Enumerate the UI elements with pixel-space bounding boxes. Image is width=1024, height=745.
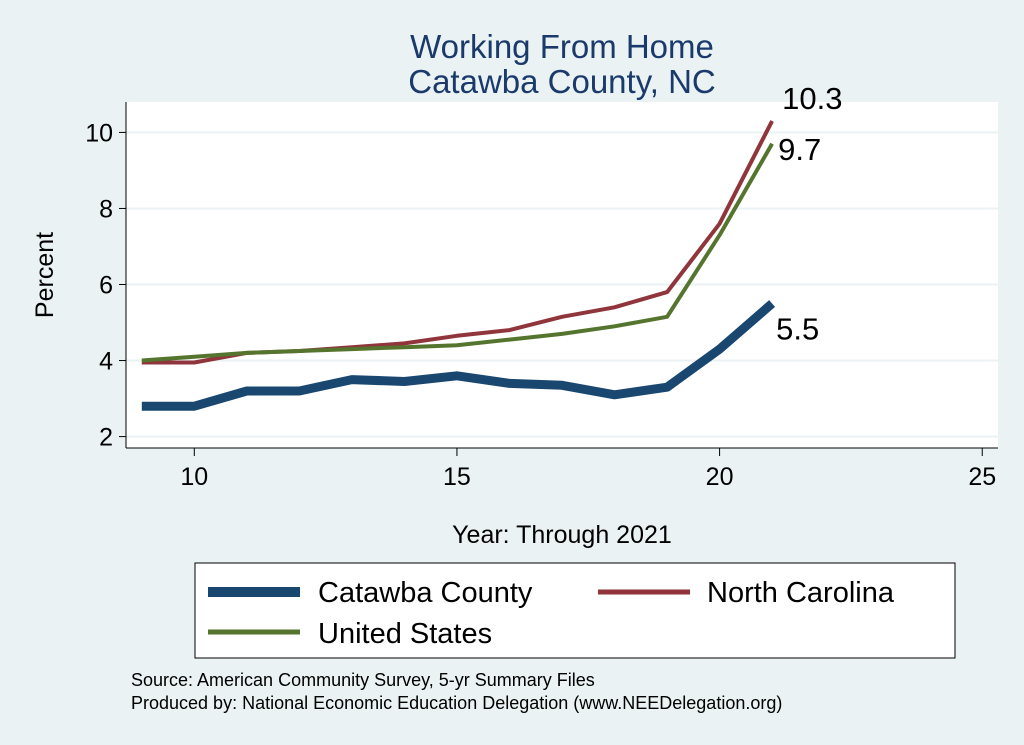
series-line-united-states (141, 142, 774, 363)
legend-label-united-states: United States (318, 618, 492, 650)
series-line-catawba-county (141, 300, 776, 411)
y-tick-label-2: 2 (99, 424, 113, 452)
end-label-united-states: 9.7 (778, 132, 821, 167)
x-axis-label: Year: Through 2021 (452, 521, 672, 549)
chart-title-line1: Working From Home (410, 28, 714, 65)
plot-region (126, 102, 998, 448)
chart-title-line2: Catawba County, NC (408, 63, 716, 100)
legend-label-north-carolina: North Carolina (707, 577, 895, 609)
end-label-north-carolina: 10.3 (782, 81, 842, 116)
y-axis-label: Percent (31, 232, 59, 318)
x-tick-label-20: 20 (706, 463, 734, 491)
x-tick-label-10: 10 (180, 463, 208, 491)
x-tick-label-25: 25 (968, 463, 996, 491)
end-label-catawba-county: 5.5 (776, 312, 819, 347)
legend-label-catawba-county: Catawba County (318, 577, 533, 609)
x-tick-label-15: 15 (443, 463, 471, 491)
legend-box (194, 562, 956, 659)
y-tick-label-8: 8 (99, 195, 113, 223)
producer-note: Produced by: National Economic Education… (131, 693, 782, 713)
y-tick-label-6: 6 (99, 272, 113, 300)
y-tick-label-10: 10 (85, 119, 113, 147)
y-tick-label-4: 4 (99, 348, 113, 376)
legend: Catawba County North Carolina United State… (194, 562, 956, 659)
source-note: Source: American Community Survey, 5-yr … (131, 670, 595, 690)
